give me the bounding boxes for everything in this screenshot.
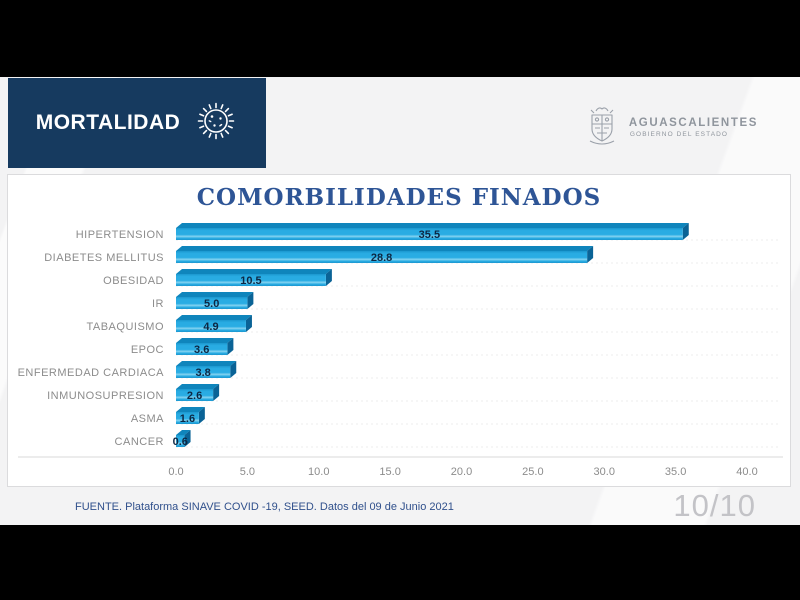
category-label-inmunosupresion: INMUNOSUPRESION <box>47 390 164 402</box>
bar-diabetes-mellitus <box>176 251 588 263</box>
source-footnote: FUENTE. Plataforma SINAVE COVID -19, SEE… <box>75 501 454 513</box>
x-tick-label: 15.0 <box>379 466 400 478</box>
bar-top-face-obesidad <box>176 269 332 274</box>
category-label-cancer: CANCER <box>115 436 164 448</box>
virus-icon <box>194 99 238 148</box>
bar-enfermedad-cardiaca <box>176 366 231 378</box>
category-label-tabaquismo: TABAQUISMO <box>86 321 164 333</box>
bar-side-face-diabetes-mellitus <box>587 246 594 263</box>
bar-side-face-asma <box>198 407 205 424</box>
x-tick-label: 0.0 <box>168 466 183 478</box>
category-label-asma: ASMA <box>131 413 164 425</box>
value-label-hipertension: 35.5 <box>419 229 440 241</box>
x-tick-label: 30.0 <box>594 466 615 478</box>
bar-cancer <box>176 435 185 447</box>
bar-tabaquismo <box>176 320 246 332</box>
bar-inmunosupresion <box>176 389 214 401</box>
banner-title: MORTALIDAD <box>35 111 181 134</box>
bar-epoc <box>176 343 228 355</box>
slide-background: MORTALIDAD <box>0 77 800 525</box>
bar-side-face-ir <box>247 292 254 309</box>
value-label-enfermedad-cardiaca: 3.8 <box>195 367 210 379</box>
bar-side-face-epoc <box>227 338 234 355</box>
bar-side-face-tabaquismo <box>245 315 252 332</box>
value-label-ir: 5.0 <box>204 298 219 310</box>
logo-subtitle: GOBIERNO DEL ESTADO <box>629 131 729 138</box>
bar-top-face-epoc <box>176 338 234 343</box>
bar-side-face-cancer <box>184 430 191 447</box>
comorbidities-bar-chart: HIPERTENSION 35.5 DIABETES MELLITUS 28.8 OBE… <box>18 223 783 478</box>
category-label-epoc: EPOC <box>131 344 164 356</box>
value-label-asma: 1.6 <box>180 413 195 425</box>
coat-of-arms-icon <box>584 103 620 152</box>
bar-top-face-cancer <box>176 430 191 435</box>
logo-name: AGUASCALIENTES <box>628 117 758 129</box>
x-tick-label: 10.0 <box>308 466 329 478</box>
chart-title: COMORBILIDADES FINADOS <box>196 184 602 211</box>
bar-top-face-tabaquismo <box>176 315 252 320</box>
bar-top-face-ir <box>176 292 254 297</box>
bar-top-face-enfermedad-cardiaca <box>176 361 237 366</box>
chart-panel: COMORBILIDADES FINADOS HIPERTENSION 35.5 D… <box>7 174 791 487</box>
value-label-obesidad: 10.5 <box>240 275 261 287</box>
x-tick-label: 35.0 <box>665 466 686 478</box>
bar-top-face-asma <box>176 407 205 412</box>
value-label-inmunosupresion: 2.6 <box>187 390 202 402</box>
value-label-tabaquismo: 4.9 <box>203 321 218 333</box>
bar-side-face-obesidad <box>325 269 332 286</box>
bar-asma <box>176 412 199 424</box>
value-label-cancer: 0.6 <box>173 436 188 448</box>
bar-side-face-hipertension <box>682 223 689 240</box>
category-label-diabetes-mellitus: DIABETES MELLITUS <box>44 252 164 264</box>
x-tick-label: 25.0 <box>522 466 543 478</box>
bar-top-face-inmunosupresion <box>176 384 220 389</box>
bar-ir <box>176 297 248 309</box>
bar-top-face-hipertension <box>176 223 689 228</box>
category-label-enfermedad-cardiaca: ENFERMEDAD CARDIACA <box>18 367 165 379</box>
x-tick-label: 20.0 <box>451 466 472 478</box>
category-label-ir: IR <box>152 298 164 310</box>
x-tick-label: 5.0 <box>240 466 255 478</box>
bar-obesidad <box>176 274 326 286</box>
x-tick-label: 40.0 <box>736 466 757 478</box>
category-label-obesidad: OBESIDAD <box>103 275 164 287</box>
value-label-epoc: 3.6 <box>194 344 209 356</box>
mortality-banner: MORTALIDAD <box>8 78 266 168</box>
bar-side-face-enfermedad-cardiaca <box>230 361 237 378</box>
page-indicator: 10/10 <box>673 488 756 523</box>
bar-top-face-diabetes-mellitus <box>176 246 594 251</box>
bar-side-face-inmunosupresion <box>213 384 220 401</box>
category-label-hipertension: HIPERTENSION <box>76 229 164 241</box>
bar-hipertension <box>176 228 683 240</box>
aguascalientes-logo: AGUASCALIENTES GOBIERNO DEL ESTADO <box>584 103 758 152</box>
value-label-diabetes-mellitus: 28.8 <box>371 252 392 264</box>
